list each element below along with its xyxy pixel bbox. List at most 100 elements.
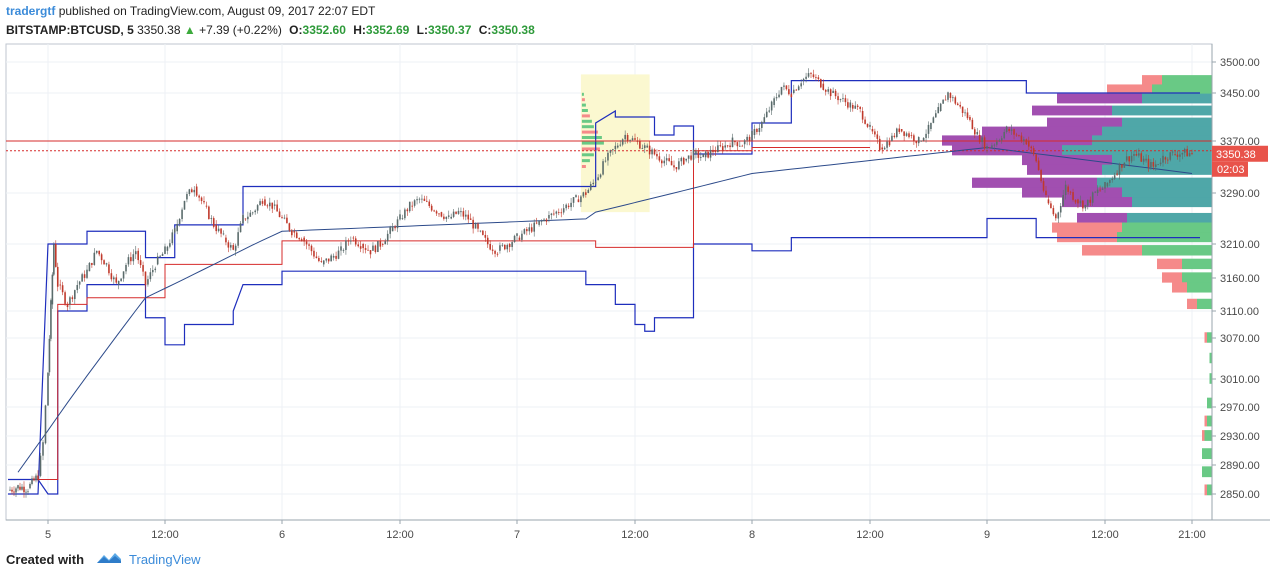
candle-body — [513, 235, 516, 243]
candle-body — [411, 205, 413, 207]
candle-body — [969, 117, 971, 120]
candle-body — [682, 157, 685, 165]
candle-body — [300, 239, 303, 242]
candle-body — [249, 212, 252, 217]
publish-info: published on TradingView.com, August 09,… — [58, 4, 376, 18]
volume-bar-up — [1132, 197, 1212, 208]
volume-bar-up — [1062, 145, 1212, 156]
candle-body — [127, 257, 130, 265]
x-tick-label: 7 — [514, 529, 520, 541]
volume-bar-down — [982, 126, 1102, 137]
candle-body — [259, 201, 261, 206]
tradingview-logo-icon[interactable] — [96, 549, 122, 573]
candle-body — [377, 241, 379, 252]
candle-body — [173, 228, 176, 233]
candle-body — [1094, 191, 1096, 193]
candle-body — [983, 137, 986, 149]
candle-body — [134, 251, 137, 255]
tradingview-link[interactable]: TradingView — [129, 552, 201, 567]
candle-body — [50, 300, 52, 339]
candle-body — [108, 264, 110, 274]
candle-body — [847, 102, 849, 108]
candle-body — [724, 145, 726, 148]
mini-volume-bar — [581, 114, 590, 118]
candle-body — [1145, 158, 1147, 161]
candle-body — [264, 199, 266, 206]
volume-bar-up — [1182, 258, 1212, 270]
candle-body — [952, 97, 954, 99]
created-with-label: Created with — [6, 552, 85, 567]
mini-volume-bar — [581, 147, 600, 151]
author-link[interactable]: tradergtf — [6, 4, 56, 18]
volume-bar-up — [1112, 154, 1212, 166]
candle-body — [978, 135, 981, 143]
candle-body — [142, 265, 144, 272]
x-tick-label: 12:00 — [386, 529, 414, 541]
candle-body — [1181, 152, 1184, 155]
candle-body — [731, 137, 734, 148]
candle-body — [1099, 189, 1101, 191]
candle-body — [1072, 192, 1074, 200]
candle-body — [528, 227, 531, 232]
symbol-name[interactable]: BITSTAMP:BTCUSD, 5 — [6, 23, 134, 37]
candle-body — [159, 255, 161, 257]
candle-body — [457, 210, 460, 214]
countdown-badge — [1212, 161, 1248, 177]
candle-body — [273, 204, 276, 206]
candle-body — [237, 232, 239, 246]
candle-body — [330, 255, 332, 262]
candle-body — [607, 152, 609, 161]
candle-body — [1123, 162, 1126, 168]
candle-body — [797, 86, 800, 91]
candle-body — [1179, 154, 1181, 157]
candle-body — [626, 135, 629, 141]
candle-body — [428, 201, 431, 207]
candle-body — [347, 240, 350, 242]
candle-body — [1008, 129, 1010, 132]
volume-bar-down — [1187, 298, 1197, 310]
last-price-badge — [1212, 145, 1268, 162]
candle-body — [1057, 212, 1060, 219]
candle-body — [115, 277, 118, 283]
candle-body — [166, 246, 169, 251]
candle-body — [1133, 154, 1135, 156]
candle-body — [447, 215, 450, 217]
candle-body — [582, 192, 585, 197]
candle-body — [820, 79, 822, 88]
candle-body — [634, 138, 636, 140]
candle-body — [775, 97, 778, 99]
candle-body — [1037, 160, 1040, 171]
volume-bar-down — [1172, 282, 1187, 293]
candle-body — [1089, 199, 1092, 203]
candle-body — [33, 478, 35, 481]
candle-body — [854, 105, 857, 109]
volume-bar-down — [1032, 105, 1112, 116]
candle-body — [19, 486, 21, 490]
candle-body — [200, 197, 203, 202]
candle-body — [619, 144, 622, 146]
candle-body — [122, 271, 125, 279]
candle-body — [298, 238, 301, 240]
y-tick-label: 3500.00 — [1220, 57, 1260, 69]
candle-body — [991, 145, 993, 148]
candle-body — [110, 273, 113, 280]
volume-bar-up — [1142, 245, 1212, 256]
candle-body — [612, 149, 614, 151]
volume-bar-down — [1022, 154, 1112, 166]
candle-body — [295, 232, 298, 239]
volume-bar-up — [1204, 430, 1212, 441]
candle-body — [736, 142, 739, 147]
candle-body — [805, 76, 807, 79]
candle-body — [741, 145, 744, 147]
candle-body — [530, 227, 533, 232]
candle-body — [408, 201, 411, 212]
candle-body — [678, 161, 680, 170]
candle-body — [1079, 200, 1082, 204]
candle-body — [465, 214, 467, 217]
candle-body — [332, 255, 335, 258]
candle-body — [17, 485, 19, 489]
candle-body — [521, 233, 523, 240]
candle-body — [381, 244, 384, 245]
candle-body — [401, 218, 404, 220]
